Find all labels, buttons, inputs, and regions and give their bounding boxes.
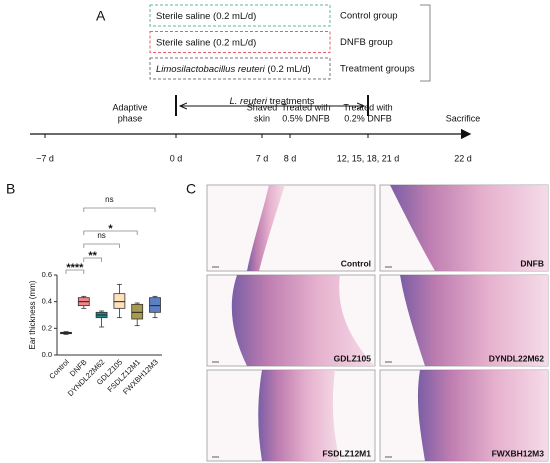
significance-label: **** (66, 262, 84, 274)
tissue (417, 370, 548, 461)
timeline-tick-label: 22 d (454, 153, 472, 163)
panel-label: B (6, 181, 15, 197)
y-tick-label: 0.4 (42, 297, 52, 306)
event-label: Shaved (247, 102, 278, 112)
box (131, 303, 144, 320)
group-name: Treatment groups (340, 64, 415, 75)
tissue (231, 275, 375, 366)
treatment-text: Sterile saline (0.2 mL/d) (156, 37, 256, 48)
y-tick-label: 0.6 (42, 270, 52, 279)
significance-label: * (108, 223, 113, 235)
group-box (149, 31, 331, 53)
event-label: phase (118, 113, 143, 123)
box (113, 293, 126, 309)
tissue (390, 185, 548, 271)
group-box (149, 57, 331, 80)
timeline-tick-label: 0 d (170, 153, 183, 163)
bracket (420, 4, 431, 82)
significance-bracket (83, 257, 102, 262)
y-axis-label: Ear thickness (mm) (28, 280, 37, 349)
treatment-text: Sterile saline (0.2 mL/d) (156, 11, 256, 22)
image-label: GDLZ105 (334, 353, 372, 363)
timeline-tick-label: 7 d (256, 153, 269, 163)
group-box (149, 4, 331, 27)
treatment: Limosilactobacillus reuteri (0.2 mL/d) (156, 64, 311, 75)
significance-label: ns (97, 231, 105, 240)
significance-label: ** (88, 250, 97, 262)
group-name: Control group (340, 11, 398, 22)
event-label: Adaptive (112, 102, 147, 112)
event-label: 0.2% DNFB (344, 113, 392, 123)
timeline-tick-label: −7 d (36, 153, 54, 163)
treatment: Sterile saline (0.2 mL/d) (156, 37, 256, 48)
y-tick-label: 0.0 (42, 350, 52, 359)
treatment: Sterile saline (0.2 mL/d) (156, 11, 256, 22)
event-label: 0.5% DNFB (282, 113, 330, 123)
box (149, 297, 161, 313)
panel-label: A (96, 8, 106, 24)
image-label: DYNDL22M62 (489, 353, 545, 363)
tissue (247, 185, 285, 271)
significance-bracket (83, 243, 120, 248)
image-label: Control (341, 258, 371, 268)
event-label: Sacrifice (446, 113, 481, 123)
treatment-italic: Limosilactobacillus reuteri (156, 64, 266, 75)
event-label: Treated with (281, 102, 330, 112)
tissue (400, 275, 548, 366)
significance-bracket (65, 269, 85, 274)
significance-bracket (83, 230, 138, 235)
event-label: Treated with (343, 102, 392, 112)
timeline-tick-label: 12, 15, 18, 21 d (337, 153, 400, 163)
treatment-text: (0.2 mL/d) (265, 64, 311, 75)
significance-bracket (83, 207, 156, 212)
y-tick-label: 0.2 (42, 323, 52, 332)
event-label: skin (254, 113, 270, 123)
image-label: FWXBH12M3 (492, 448, 545, 458)
x-tick-label: Control (47, 357, 71, 381)
tissue (258, 370, 340, 461)
span-label: L. reuteri treatments (229, 96, 314, 107)
image-label: DNFB (520, 258, 544, 268)
span-italic: L. reuteri (229, 96, 267, 107)
timeline-tick-label: 8 d (284, 153, 297, 163)
histology-image (206, 184, 376, 272)
image-label: FSDLZ12M1 (322, 448, 371, 458)
span-text: treatments (267, 96, 315, 107)
significance-label: ns (105, 195, 113, 204)
panel-label: C (186, 181, 196, 197)
group-name: DNFB group (340, 37, 393, 48)
